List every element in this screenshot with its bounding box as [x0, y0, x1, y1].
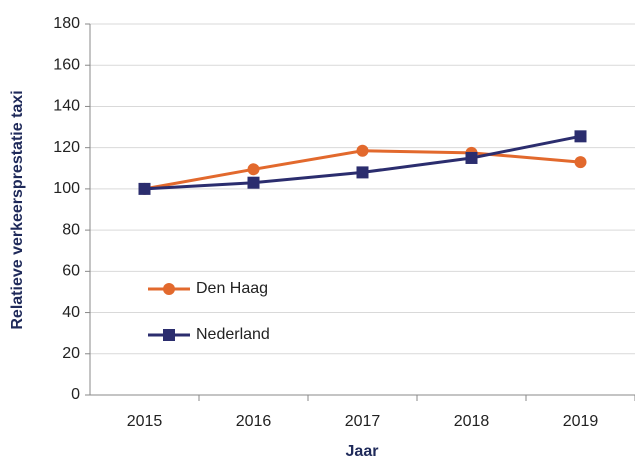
y-tick-label: 120 — [53, 139, 80, 156]
x-axis-title: Jaar — [346, 443, 379, 460]
x-tick-label: 2017 — [345, 413, 381, 430]
x-tick-label: 2019 — [563, 413, 599, 430]
line — [144, 134, 581, 191]
point — [247, 176, 260, 189]
y-tick-label: 80 — [62, 221, 80, 238]
point — [138, 182, 151, 195]
x-tick-label: 2018 — [454, 413, 490, 430]
legend-label: Nederland — [196, 326, 270, 343]
point — [574, 130, 587, 143]
x-tick-label: 2015 — [127, 413, 163, 430]
legend-marker — [163, 329, 175, 341]
point — [574, 156, 587, 169]
point — [356, 144, 369, 157]
y-tick-label: 160 — [53, 56, 80, 73]
legend-marker — [163, 283, 175, 295]
y-axis-title: Relatieve verkeersprestatie taxi — [9, 90, 26, 329]
y-tick-label: 0 — [71, 386, 80, 403]
point — [465, 151, 478, 164]
point — [247, 163, 260, 176]
y-tick-label: 180 — [53, 15, 80, 32]
y-tick-label: 100 — [53, 180, 80, 197]
y-tick-label: 60 — [62, 263, 80, 280]
y-tick-label: 140 — [53, 98, 80, 115]
point — [356, 166, 369, 179]
y-tick-label: 20 — [62, 345, 80, 362]
x-tick-label: 2016 — [236, 413, 272, 430]
legend-label: Den Haag — [196, 280, 268, 297]
y-tick-label: 40 — [62, 304, 80, 321]
